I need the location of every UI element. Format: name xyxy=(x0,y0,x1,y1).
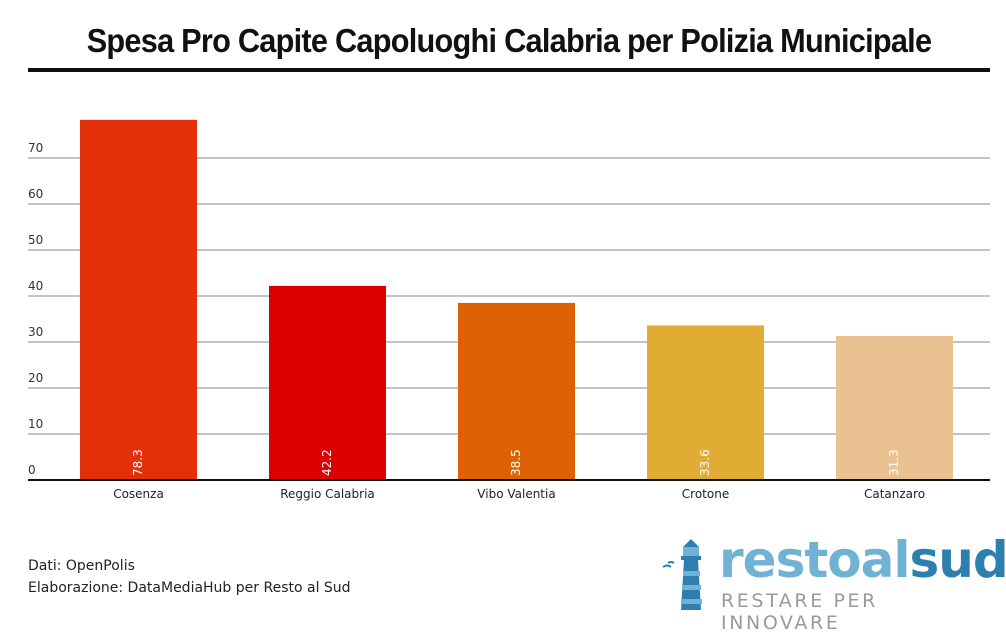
bar-value-label: 38.5 xyxy=(509,449,523,476)
bar-vibo-valentia xyxy=(458,302,575,480)
bar-value-label: 42.2 xyxy=(320,449,334,476)
y-tick-label: 20 xyxy=(28,371,43,385)
x-axis-ticks: Cosenza Reggio Calabria Vibo Valentia Croto… xyxy=(28,479,990,501)
x-tick-label: Catanzaro xyxy=(864,487,925,501)
bar-value-label: 31.3 xyxy=(887,449,901,476)
y-tick-label: 40 xyxy=(28,279,43,293)
logo-word-dark: sud xyxy=(909,531,1006,589)
bar-catanzaro xyxy=(836,336,953,480)
y-axis-ticks: 0 10 20 30 40 50 60 70 xyxy=(28,141,43,477)
title-underline xyxy=(28,68,990,72)
y-tick-label: 50 xyxy=(28,233,43,247)
bar-value-label: 33.6 xyxy=(698,449,712,476)
lighthouse-icon xyxy=(662,539,702,610)
bar-crotone xyxy=(647,325,764,480)
logo-wordmark: restoalsud xyxy=(719,531,1006,589)
y-tick-label: 70 xyxy=(28,141,43,155)
x-tick-label: Vibo Valentia xyxy=(477,487,555,501)
bars: 78.3 42.2 38.5 33.6 31.3 xyxy=(80,119,953,480)
bar-value-label: 78.3 xyxy=(131,449,145,476)
chart-title: Spesa Pro Capite Capoluoghi Calabria per… xyxy=(86,22,932,59)
y-tick-label: 60 xyxy=(28,187,43,201)
x-tick-label: Reggio Calabria xyxy=(280,487,375,501)
y-tick-label: 30 xyxy=(28,325,43,339)
source-elaboration: Elaborazione: DataMediaHub per Resto al … xyxy=(28,580,351,596)
x-tick-label: Crotone xyxy=(682,487,729,501)
bar-reggio-calabria xyxy=(269,285,386,480)
logo-tagline: RESTARE PER INNOVARE xyxy=(721,590,878,634)
source-data: Dati: OpenPolis xyxy=(28,558,135,574)
brand-logo[interactable]: restoalsud RESTARE PER INNOVARE xyxy=(655,531,1006,634)
logo-word-light: restoal xyxy=(719,531,910,589)
x-tick-label: Cosenza xyxy=(113,487,164,501)
y-tick-label: 10 xyxy=(28,417,43,431)
y-tick-label: 0 xyxy=(28,463,36,477)
bar-cosenza xyxy=(80,119,197,480)
